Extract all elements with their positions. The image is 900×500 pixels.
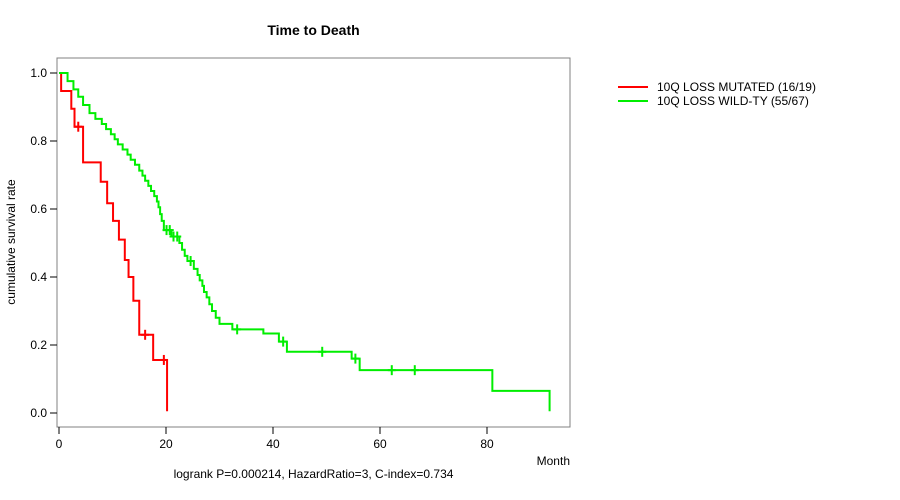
y-tick-label: 0.4 [30,270,47,284]
legend-item-wildtype: 10Q LOSS WILD-TY (55/67) [618,94,816,108]
survival-curve-mutated [59,72,169,412]
y-axis-title: cumulative survival rate [4,179,18,305]
y-tick-label: 0.8 [30,134,47,148]
y-tick-label: 0.6 [30,202,47,216]
y-tick-label: 0.2 [30,338,47,352]
chart-title: Time to Death [267,22,360,38]
x-tick-label: 0 [56,437,63,451]
legend-label: 10Q LOSS MUTATED (16/19) [657,80,816,94]
x-tick-label: 60 [373,437,387,451]
legend-item-mutated: 10Q LOSS MUTATED (16/19) [618,80,816,94]
legend-line-swatch-green [618,100,648,102]
x-tick-label: 20 [159,437,173,451]
survival-curve-wildtype [59,72,551,412]
legend: 10Q LOSS MUTATED (16/19) 10Q LOSS WILD-T… [618,80,816,108]
legend-label: 10Q LOSS WILD-TY (55/67) [657,94,809,108]
plot-box [56,57,571,428]
y-tick-label: 0.0 [30,406,47,420]
legend-line-swatch-red [618,86,648,88]
x-axis-title: Month [536,454,570,468]
statistics-footnote: logrank P=0.000214, HazardRatio=3, C-ind… [173,467,454,481]
x-tick-label: 40 [266,437,280,451]
x-tick-label: 80 [480,437,494,451]
y-tick-label: 1.0 [30,66,47,80]
